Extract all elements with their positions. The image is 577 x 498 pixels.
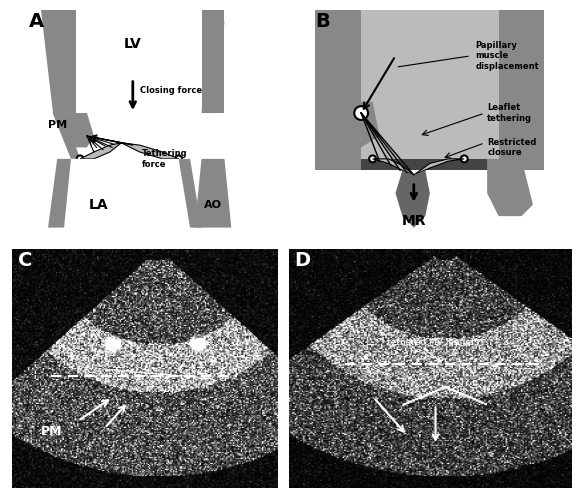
Text: Leaflet
tethering: Leaflet tethering (487, 104, 532, 123)
Text: B: B (315, 12, 329, 31)
Polygon shape (487, 159, 533, 216)
Text: Papillary
muscle
displacement: Papillary muscle displacement (475, 41, 539, 71)
Polygon shape (41, 10, 76, 113)
Polygon shape (48, 159, 71, 228)
Polygon shape (64, 159, 201, 228)
Text: Restricted
closure: Restricted closure (487, 138, 537, 157)
Text: MR: MR (402, 214, 426, 228)
Polygon shape (414, 159, 464, 175)
Polygon shape (194, 159, 231, 228)
Circle shape (175, 155, 182, 162)
Text: PM: PM (40, 425, 62, 438)
Circle shape (77, 155, 84, 162)
Polygon shape (373, 159, 414, 175)
Polygon shape (64, 113, 94, 147)
Text: A: A (29, 12, 44, 31)
Polygon shape (201, 21, 224, 113)
Polygon shape (121, 143, 179, 159)
Text: AO: AO (204, 200, 222, 210)
Text: Closing force: Closing force (140, 86, 202, 95)
Circle shape (354, 106, 368, 120)
Polygon shape (315, 10, 545, 239)
Text: LV: LV (124, 37, 142, 51)
Text: PM: PM (48, 120, 67, 129)
Polygon shape (53, 113, 80, 159)
Polygon shape (80, 143, 121, 159)
Polygon shape (327, 10, 533, 170)
Polygon shape (361, 10, 499, 159)
Text: LA: LA (89, 198, 108, 212)
Text: Tethering
force: Tethering force (142, 149, 188, 168)
Polygon shape (201, 10, 224, 113)
Polygon shape (315, 10, 361, 170)
Polygon shape (179, 159, 201, 228)
Polygon shape (499, 10, 545, 170)
Text: D: D (295, 251, 310, 270)
Circle shape (461, 155, 468, 162)
Circle shape (369, 155, 376, 162)
Text: C: C (18, 251, 32, 270)
Text: tethered MV leaflets: tethered MV leaflets (388, 338, 479, 347)
Polygon shape (327, 102, 380, 147)
Polygon shape (395, 170, 430, 228)
